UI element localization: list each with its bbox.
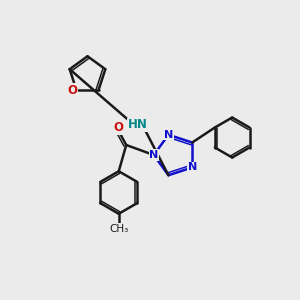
Text: O: O [67, 84, 77, 97]
Text: N: N [164, 130, 173, 140]
Text: O: O [114, 121, 124, 134]
Text: CH₃: CH₃ [109, 224, 128, 234]
Text: N: N [188, 163, 197, 172]
Text: HN: HN [128, 118, 147, 131]
Text: N: N [149, 150, 158, 160]
